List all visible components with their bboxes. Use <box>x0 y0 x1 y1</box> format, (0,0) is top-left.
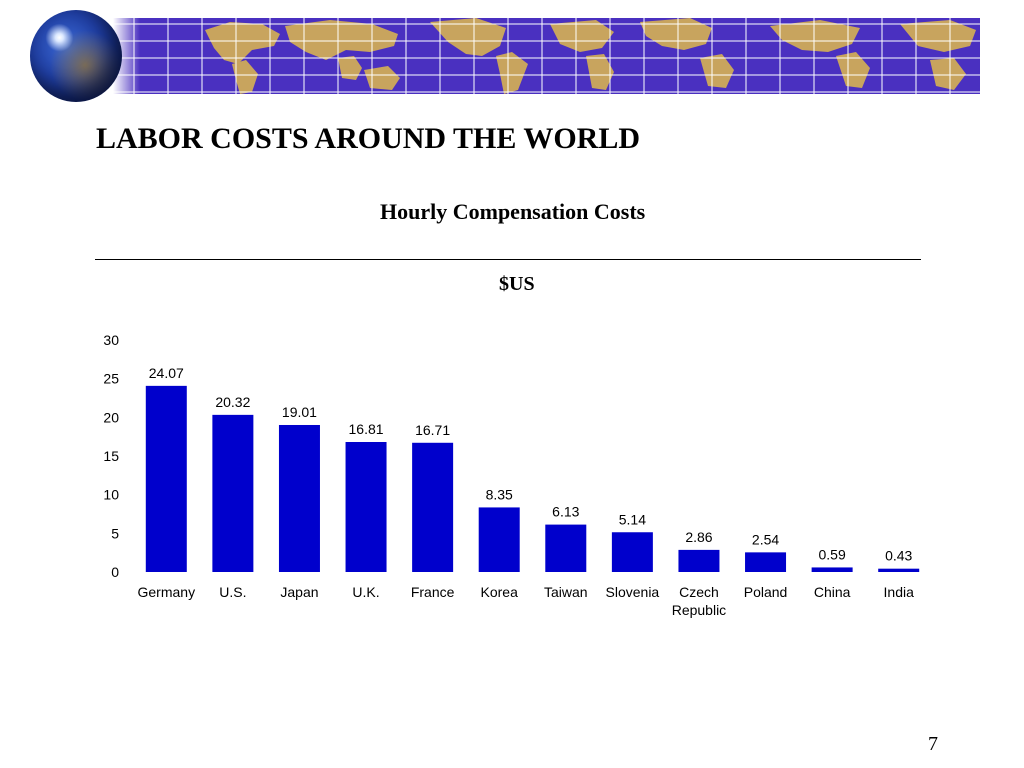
data-label: 16.71 <box>415 422 450 438</box>
x-tick-label: Poland <box>744 584 788 600</box>
y-tick-label: 30 <box>103 332 119 348</box>
bar <box>478 507 520 572</box>
data-label: 8.35 <box>486 486 513 502</box>
y-tick-label: 10 <box>103 487 119 503</box>
continent-shape <box>430 18 506 56</box>
x-tick-label: China <box>814 584 851 600</box>
bar <box>412 442 454 572</box>
bar <box>545 524 587 572</box>
continent-shape <box>232 60 258 94</box>
continent-shape <box>338 56 362 80</box>
x-tick-label: Slovenia <box>606 584 660 600</box>
page-title: LABOR COSTS AROUND THE WORLD <box>96 122 641 155</box>
continent-shape <box>640 18 712 50</box>
page-number: 7 <box>928 733 938 755</box>
bar <box>811 567 853 572</box>
data-label: 2.86 <box>685 529 712 545</box>
data-label: 2.54 <box>752 531 779 547</box>
continent-shape <box>930 58 966 90</box>
continent-shape <box>836 52 870 88</box>
continent-shape <box>496 52 528 94</box>
continent-shape <box>205 22 280 64</box>
continent-shape <box>900 20 976 52</box>
y-tick-label: 15 <box>103 448 119 464</box>
x-tick-label: U.K. <box>352 584 379 600</box>
data-label: 6.13 <box>552 504 579 520</box>
bar <box>145 385 187 572</box>
continent-shape <box>364 66 400 90</box>
bar <box>278 424 320 572</box>
data-label: 20.32 <box>215 394 250 410</box>
bar <box>345 442 387 572</box>
y-axis: 0 5 10 15 20 25 30 <box>103 332 119 580</box>
x-tick-label: Czech <box>679 584 719 600</box>
continent-shape <box>285 20 398 60</box>
y-tick-label: 0 <box>111 564 119 580</box>
x-tick-label: Taiwan <box>544 584 588 600</box>
unit-label: $US <box>499 273 535 295</box>
bar <box>878 568 920 572</box>
bar <box>611 532 653 572</box>
x-axis: Germany U.S. Japan U.K. France Korea Taiwan Slo… <box>138 584 915 618</box>
continent-shape <box>770 20 860 52</box>
continent-shape <box>586 54 614 90</box>
world-map <box>80 18 980 94</box>
y-tick-label: 20 <box>103 409 119 425</box>
x-tick-label: Republic <box>672 602 726 618</box>
data-label: 0.43 <box>885 548 912 564</box>
data-label: 5.14 <box>619 511 646 527</box>
y-tick-label: 5 <box>111 525 119 541</box>
x-tick-label: India <box>884 584 915 600</box>
data-labels: 24.07 20.32 19.01 16.81 16.71 8.35 6.13 5.14 2.8… <box>149 365 913 564</box>
world-map-grid <box>80 18 980 94</box>
x-tick-label: U.S. <box>219 584 246 600</box>
world-map-continents <box>205 18 976 94</box>
bar <box>745 552 787 572</box>
data-label: 0.59 <box>819 546 846 562</box>
y-tick-label: 25 <box>103 371 119 387</box>
x-tick-label: France <box>411 584 455 600</box>
continent-shape <box>700 54 734 88</box>
x-tick-label: Germany <box>138 584 196 600</box>
data-label: 24.07 <box>149 365 184 381</box>
bars <box>145 385 920 572</box>
x-tick-label: Korea <box>481 584 519 600</box>
bar <box>212 414 254 572</box>
data-label: 19.01 <box>282 404 317 420</box>
chart-heading: Hourly Compensation Costs <box>380 199 646 224</box>
data-label: 16.81 <box>349 421 384 437</box>
globe-icon <box>30 10 122 102</box>
bar <box>678 549 720 572</box>
x-tick-label: Japan <box>280 584 318 600</box>
heading-divider <box>95 259 921 260</box>
continent-shape <box>550 20 614 52</box>
